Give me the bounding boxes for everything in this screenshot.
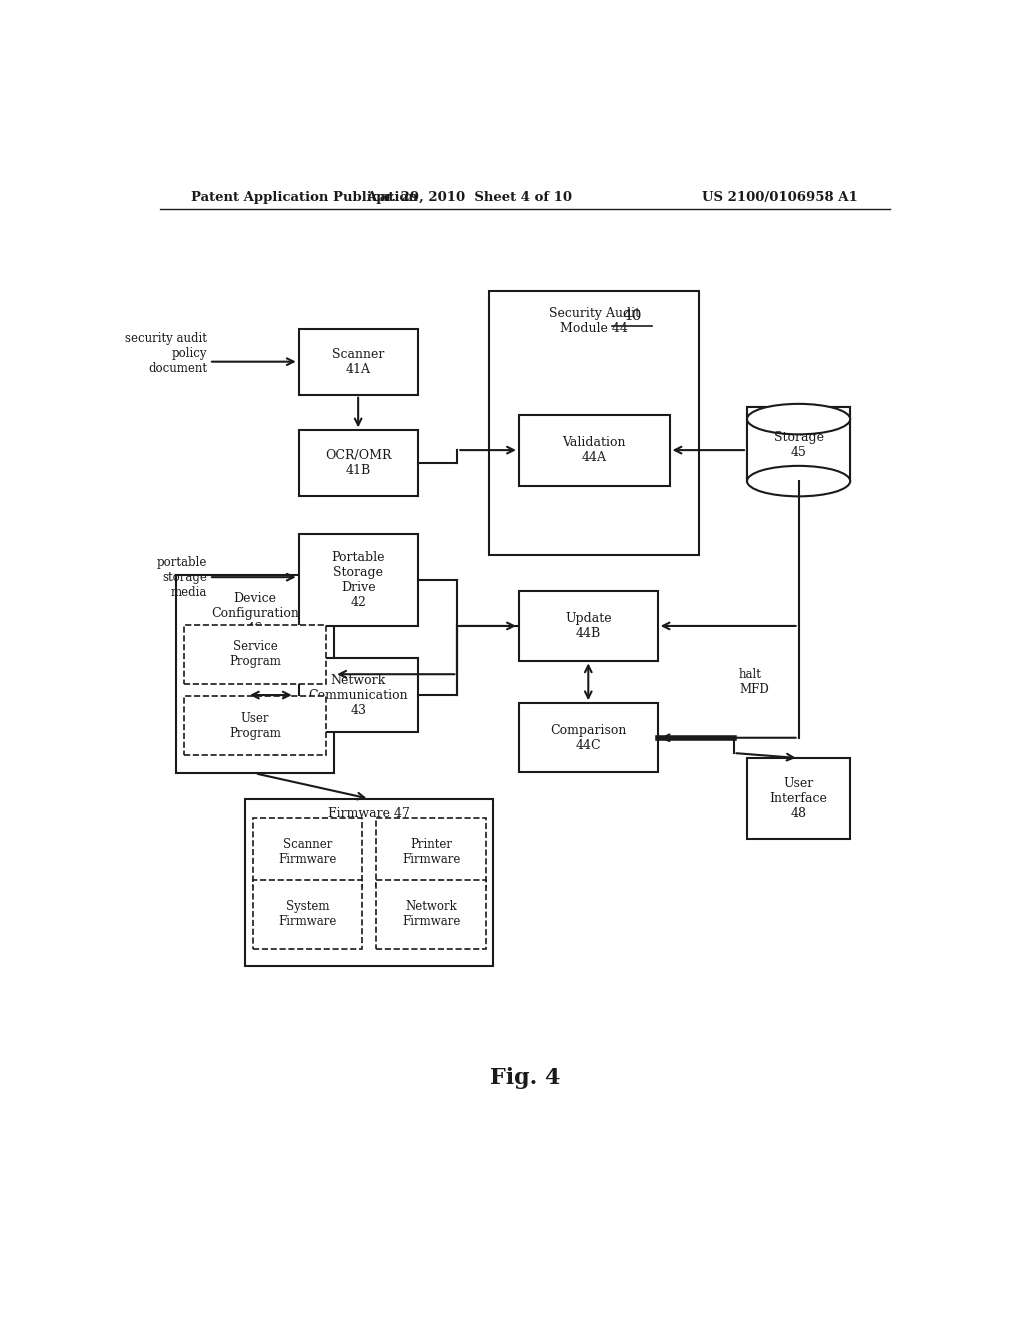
Bar bbox=[299, 535, 418, 626]
Bar bbox=[299, 659, 418, 731]
Text: System
Firmware: System Firmware bbox=[279, 900, 337, 928]
Text: security audit
policy
document: security audit policy document bbox=[126, 333, 207, 375]
Bar bbox=[748, 407, 850, 480]
Text: 40: 40 bbox=[623, 309, 642, 323]
Bar bbox=[253, 880, 362, 949]
Text: Scanner
Firmware: Scanner Firmware bbox=[279, 838, 337, 866]
Text: US 2100/0106958 A1: US 2100/0106958 A1 bbox=[702, 190, 858, 203]
Ellipse shape bbox=[746, 404, 850, 434]
Text: Portable
Storage
Drive
42: Portable Storage Drive 42 bbox=[332, 552, 385, 610]
Text: Patent Application Publication: Patent Application Publication bbox=[191, 190, 418, 203]
Text: User
Interface
48: User Interface 48 bbox=[770, 777, 827, 820]
Text: Printer
Firmware: Printer Firmware bbox=[402, 838, 461, 866]
Text: Firmware 47: Firmware 47 bbox=[329, 808, 411, 821]
Text: Fig. 4: Fig. 4 bbox=[489, 1068, 560, 1089]
Bar bbox=[184, 696, 326, 755]
Text: Scanner
41A: Scanner 41A bbox=[332, 347, 384, 376]
Text: halt
MFD: halt MFD bbox=[739, 668, 769, 696]
Text: Service
Program: Service Program bbox=[229, 640, 281, 668]
Text: Apr. 29, 2010  Sheet 4 of 10: Apr. 29, 2010 Sheet 4 of 10 bbox=[367, 190, 572, 203]
Bar bbox=[377, 818, 486, 887]
Bar bbox=[377, 880, 486, 949]
Text: Comparison
44C: Comparison 44C bbox=[550, 723, 627, 752]
Text: Device
Configuration
46: Device Configuration 46 bbox=[211, 593, 299, 635]
Bar bbox=[489, 290, 699, 554]
Bar bbox=[299, 430, 418, 496]
Ellipse shape bbox=[746, 466, 850, 496]
Text: Security Audit
Module 44: Security Audit Module 44 bbox=[549, 308, 640, 335]
Text: Storage
45: Storage 45 bbox=[773, 432, 823, 459]
Text: User
Program: User Program bbox=[229, 711, 281, 739]
Bar bbox=[519, 704, 657, 772]
Text: OCR/OMR
41B: OCR/OMR 41B bbox=[325, 449, 391, 478]
Bar bbox=[519, 414, 670, 486]
Text: Network
Firmware: Network Firmware bbox=[402, 900, 461, 928]
Text: Network
Communication
43: Network Communication 43 bbox=[308, 673, 408, 717]
Bar bbox=[246, 799, 494, 966]
Bar bbox=[299, 329, 418, 395]
Text: Validation
44A: Validation 44A bbox=[562, 436, 626, 465]
Bar bbox=[748, 758, 850, 840]
Bar bbox=[519, 591, 657, 660]
Bar bbox=[176, 576, 334, 774]
Bar bbox=[184, 624, 326, 684]
Text: Update
44B: Update 44B bbox=[565, 612, 611, 640]
Text: portable
storage
media: portable storage media bbox=[157, 556, 207, 599]
Bar bbox=[253, 818, 362, 887]
